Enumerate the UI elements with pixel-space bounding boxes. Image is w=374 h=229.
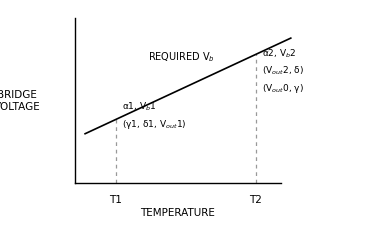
Text: α1, V$_b$1
(γ1, δ1, V$_{out}$1): α1, V$_b$1 (γ1, δ1, V$_{out}$1) [122, 101, 187, 131]
Text: REQUIRED V$_b$: REQUIRED V$_b$ [148, 51, 215, 65]
Text: TEMPERATURE: TEMPERATURE [140, 208, 215, 218]
Text: T2: T2 [249, 195, 262, 205]
Text: α2, V$_b$2
(V$_{out}$2, δ)
(V$_{out}$0, γ): α2, V$_b$2 (V$_{out}$2, δ) (V$_{out}$0, … [262, 48, 304, 95]
Text: BRIDGE
VOLTAGE: BRIDGE VOLTAGE [0, 90, 40, 112]
Text: T1: T1 [110, 195, 122, 205]
